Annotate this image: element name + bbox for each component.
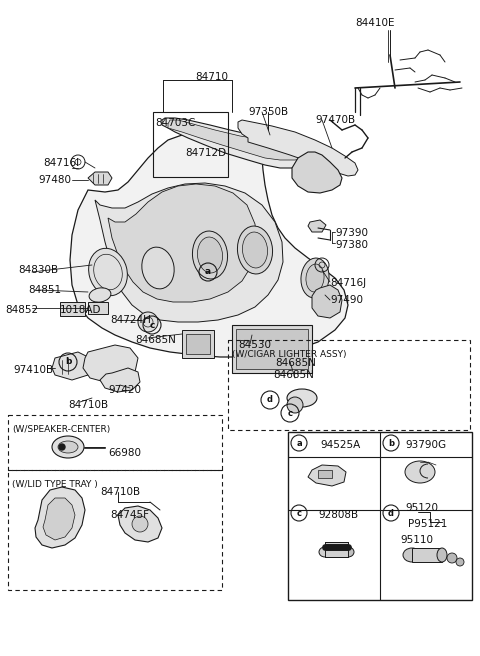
Polygon shape xyxy=(312,285,342,318)
Text: 1018AD: 1018AD xyxy=(60,305,101,315)
Ellipse shape xyxy=(142,247,174,289)
Polygon shape xyxy=(238,120,358,176)
Polygon shape xyxy=(83,345,138,382)
Ellipse shape xyxy=(242,232,267,268)
Text: 97410B: 97410B xyxy=(13,365,53,375)
Bar xyxy=(232,325,312,373)
Text: 84851: 84851 xyxy=(28,285,61,295)
Bar xyxy=(186,334,210,354)
Text: a: a xyxy=(205,268,211,276)
Text: (W/CIGAR LIGHTER ASSY): (W/CIGAR LIGHTER ASSY) xyxy=(232,350,347,359)
Circle shape xyxy=(59,444,65,450)
Text: 84685N: 84685N xyxy=(273,370,314,380)
Circle shape xyxy=(132,516,148,532)
Text: b: b xyxy=(388,438,394,447)
Bar xyxy=(325,542,348,557)
Polygon shape xyxy=(52,352,90,380)
Text: 84716J: 84716J xyxy=(330,278,366,288)
Ellipse shape xyxy=(192,231,228,279)
Text: 97390: 97390 xyxy=(335,228,368,238)
Text: 97480: 97480 xyxy=(38,175,71,185)
Ellipse shape xyxy=(238,226,273,274)
Text: c: c xyxy=(149,321,155,329)
Ellipse shape xyxy=(306,264,324,292)
Bar xyxy=(60,302,85,316)
Ellipse shape xyxy=(319,547,331,557)
Polygon shape xyxy=(108,184,257,302)
Circle shape xyxy=(138,312,158,332)
Polygon shape xyxy=(292,152,342,193)
Circle shape xyxy=(456,558,464,566)
Ellipse shape xyxy=(342,547,354,557)
Text: 66980: 66980 xyxy=(108,448,141,458)
Text: 97350B: 97350B xyxy=(248,107,288,117)
Ellipse shape xyxy=(301,258,329,298)
Ellipse shape xyxy=(52,436,84,458)
Polygon shape xyxy=(162,118,322,168)
Text: c: c xyxy=(297,508,301,518)
Text: 84716I: 84716I xyxy=(43,158,79,168)
Text: (W/SPEAKER-CENTER): (W/SPEAKER-CENTER) xyxy=(12,425,110,434)
Bar xyxy=(412,548,442,562)
Text: 84745F: 84745F xyxy=(110,510,149,520)
Bar xyxy=(288,432,472,600)
Polygon shape xyxy=(100,368,140,392)
Text: b: b xyxy=(65,358,71,367)
Text: 97420: 97420 xyxy=(108,385,141,395)
Text: 92808B: 92808B xyxy=(318,510,358,520)
Bar xyxy=(8,470,222,590)
Text: d: d xyxy=(388,508,394,518)
Ellipse shape xyxy=(89,249,127,296)
Bar xyxy=(8,415,222,470)
Circle shape xyxy=(287,397,303,413)
Text: 84710B: 84710B xyxy=(100,487,140,497)
Text: 84685N: 84685N xyxy=(275,358,316,368)
Text: 84530: 84530 xyxy=(238,340,271,350)
Text: 93790G: 93790G xyxy=(405,440,446,450)
Ellipse shape xyxy=(287,389,317,407)
Polygon shape xyxy=(308,465,346,486)
Text: 84724H: 84724H xyxy=(110,315,151,325)
Polygon shape xyxy=(43,498,75,540)
Polygon shape xyxy=(118,506,162,542)
Text: 95110: 95110 xyxy=(400,535,433,545)
Polygon shape xyxy=(70,133,348,357)
Circle shape xyxy=(447,553,457,563)
Bar xyxy=(88,302,108,314)
Text: 84830B: 84830B xyxy=(18,265,58,275)
Bar xyxy=(318,470,332,478)
Text: 95120: 95120 xyxy=(405,503,438,513)
Text: P95121: P95121 xyxy=(408,519,447,529)
Text: 97490: 97490 xyxy=(330,295,363,305)
Text: 84410E: 84410E xyxy=(355,18,395,28)
Polygon shape xyxy=(88,172,112,185)
Text: (W/LID TYPE TRAY ): (W/LID TYPE TRAY ) xyxy=(12,480,98,489)
Polygon shape xyxy=(168,120,315,160)
Polygon shape xyxy=(308,220,326,232)
Text: c: c xyxy=(288,409,292,417)
Text: 94525A: 94525A xyxy=(320,440,360,450)
Ellipse shape xyxy=(89,288,111,302)
Ellipse shape xyxy=(197,237,223,273)
Bar xyxy=(182,330,214,358)
Text: 84703C: 84703C xyxy=(155,118,195,128)
Text: 84685N: 84685N xyxy=(135,335,176,345)
Ellipse shape xyxy=(58,441,78,453)
Text: 84712D: 84712D xyxy=(185,148,226,158)
Text: 84852: 84852 xyxy=(5,305,38,315)
Text: d: d xyxy=(267,396,273,405)
Bar xyxy=(236,329,308,369)
Polygon shape xyxy=(95,183,283,322)
Text: 97380: 97380 xyxy=(335,240,368,250)
Bar xyxy=(228,340,470,430)
Text: 84710: 84710 xyxy=(195,72,228,82)
Text: 84710B: 84710B xyxy=(68,400,108,410)
Text: a: a xyxy=(296,438,302,447)
Bar xyxy=(153,112,228,177)
Polygon shape xyxy=(35,487,85,548)
Ellipse shape xyxy=(403,548,421,562)
Ellipse shape xyxy=(437,548,447,562)
Ellipse shape xyxy=(405,461,435,483)
Text: 97470B: 97470B xyxy=(315,115,355,125)
